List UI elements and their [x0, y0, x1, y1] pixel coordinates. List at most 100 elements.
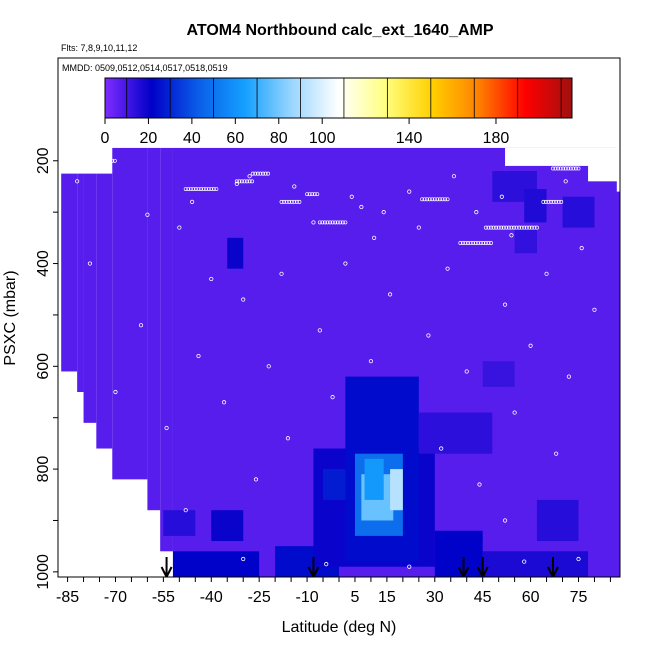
marker-point [439, 446, 444, 451]
marker-point [483, 225, 488, 230]
colorbar-tick-label: 80 [270, 130, 288, 147]
marker-point [527, 225, 532, 230]
marker-point [64, 166, 69, 171]
marker-point [242, 179, 247, 184]
marker-point [427, 197, 432, 202]
marker-point [279, 199, 284, 204]
marker-point [70, 166, 75, 171]
marker-point [546, 199, 551, 204]
subtitle-flights: Flts: 7,8,9,10,11,12 [61, 43, 137, 53]
marker-point [544, 271, 549, 276]
marker-point [556, 199, 561, 204]
x-axis-tick-label: -10 [296, 589, 319, 606]
colorbar-tick-label: 60 [226, 130, 244, 147]
marker-point [566, 166, 571, 171]
heatmap-cell [524, 189, 547, 223]
heatmap-cell [434, 530, 483, 577]
marker-point [287, 199, 292, 204]
marker-point [250, 179, 255, 184]
y-axis: 200 400 600 800 1000 [35, 147, 58, 590]
marker-point [204, 187, 209, 191]
marker-point [477, 482, 482, 487]
marker-point [317, 328, 322, 333]
marker-point [188, 187, 193, 191]
marker-point [164, 425, 169, 431]
colorbar: 0 20 40 60 80 100 140 180 [101, 77, 573, 147]
marker-point [496, 225, 501, 230]
marker-point [241, 297, 246, 302]
marker-point [324, 562, 329, 567]
marker-point [489, 225, 493, 230]
marker-point [330, 220, 335, 225]
marker-point [463, 241, 468, 245]
x-axis-tick-label: -25 [248, 589, 271, 606]
marker-point [473, 241, 478, 245]
marker-point [551, 199, 556, 204]
marker-point [340, 220, 345, 225]
marker-point [519, 225, 524, 230]
marker-point [241, 556, 246, 562]
colorbar-ticks: 0 20 40 60 80 100 140 180 [101, 118, 509, 147]
x-axis-tick-label: 45 [474, 589, 492, 606]
heatmap-region [160, 147, 173, 552]
marker-point [237, 179, 242, 184]
marker-point [571, 166, 576, 171]
marker-point [105, 158, 110, 163]
heatmap-cell [364, 458, 384, 500]
colorbar-dividers [126, 78, 562, 118]
marker-point [282, 199, 287, 204]
marker-point [554, 199, 559, 204]
marker-point [75, 179, 80, 184]
x-axis-tick-label: 15 [378, 589, 396, 606]
marker-point [199, 187, 204, 191]
marker-point [576, 166, 581, 171]
arrow-head [160, 566, 173, 577]
marker-point [183, 187, 188, 191]
heatmap-cell [482, 361, 515, 387]
marker-point [522, 559, 527, 564]
marker-point [561, 166, 566, 171]
marker-point [311, 220, 316, 225]
marker-point [138, 323, 144, 328]
colorbar-tick-label: 40 [183, 130, 201, 147]
marker-point [437, 197, 442, 202]
marker-point [247, 179, 252, 184]
marker-point [573, 166, 578, 171]
marker-point [349, 194, 354, 199]
marker-point [514, 225, 519, 230]
marker-point [305, 192, 310, 197]
colorbar-frame [104, 77, 573, 119]
marker-point [509, 233, 514, 238]
marker-point [512, 410, 517, 415]
marker-point [407, 189, 412, 194]
marker-point [328, 220, 333, 225]
marker-point [77, 166, 82, 171]
marker-point [100, 158, 105, 163]
marker-point [529, 225, 534, 230]
marker-point [335, 220, 340, 225]
marker-point [343, 261, 348, 266]
marker-point [509, 225, 514, 230]
marker-point [435, 197, 440, 202]
x-axis-tick-label: 5 [351, 589, 360, 606]
arrow-head [547, 566, 559, 577]
marker-point [483, 241, 488, 245]
marker-point [368, 359, 374, 364]
marker-point [102, 158, 107, 163]
marker-point [209, 187, 214, 191]
heatmap-cell [562, 196, 595, 228]
marker-point [416, 225, 421, 230]
marker-point [253, 171, 258, 176]
marker-point [517, 225, 522, 230]
colorbar-tick-label: 0 [101, 130, 110, 147]
heatmap-region [588, 191, 620, 577]
heatmap-cells [163, 171, 595, 577]
marker-point [541, 199, 546, 204]
heatmap-cell [163, 510, 196, 536]
marker-point [312, 192, 317, 197]
marker-point [466, 241, 470, 245]
marker-point [381, 210, 386, 215]
marker-point [524, 225, 529, 230]
x-axis-tick-label: -55 [152, 589, 175, 606]
